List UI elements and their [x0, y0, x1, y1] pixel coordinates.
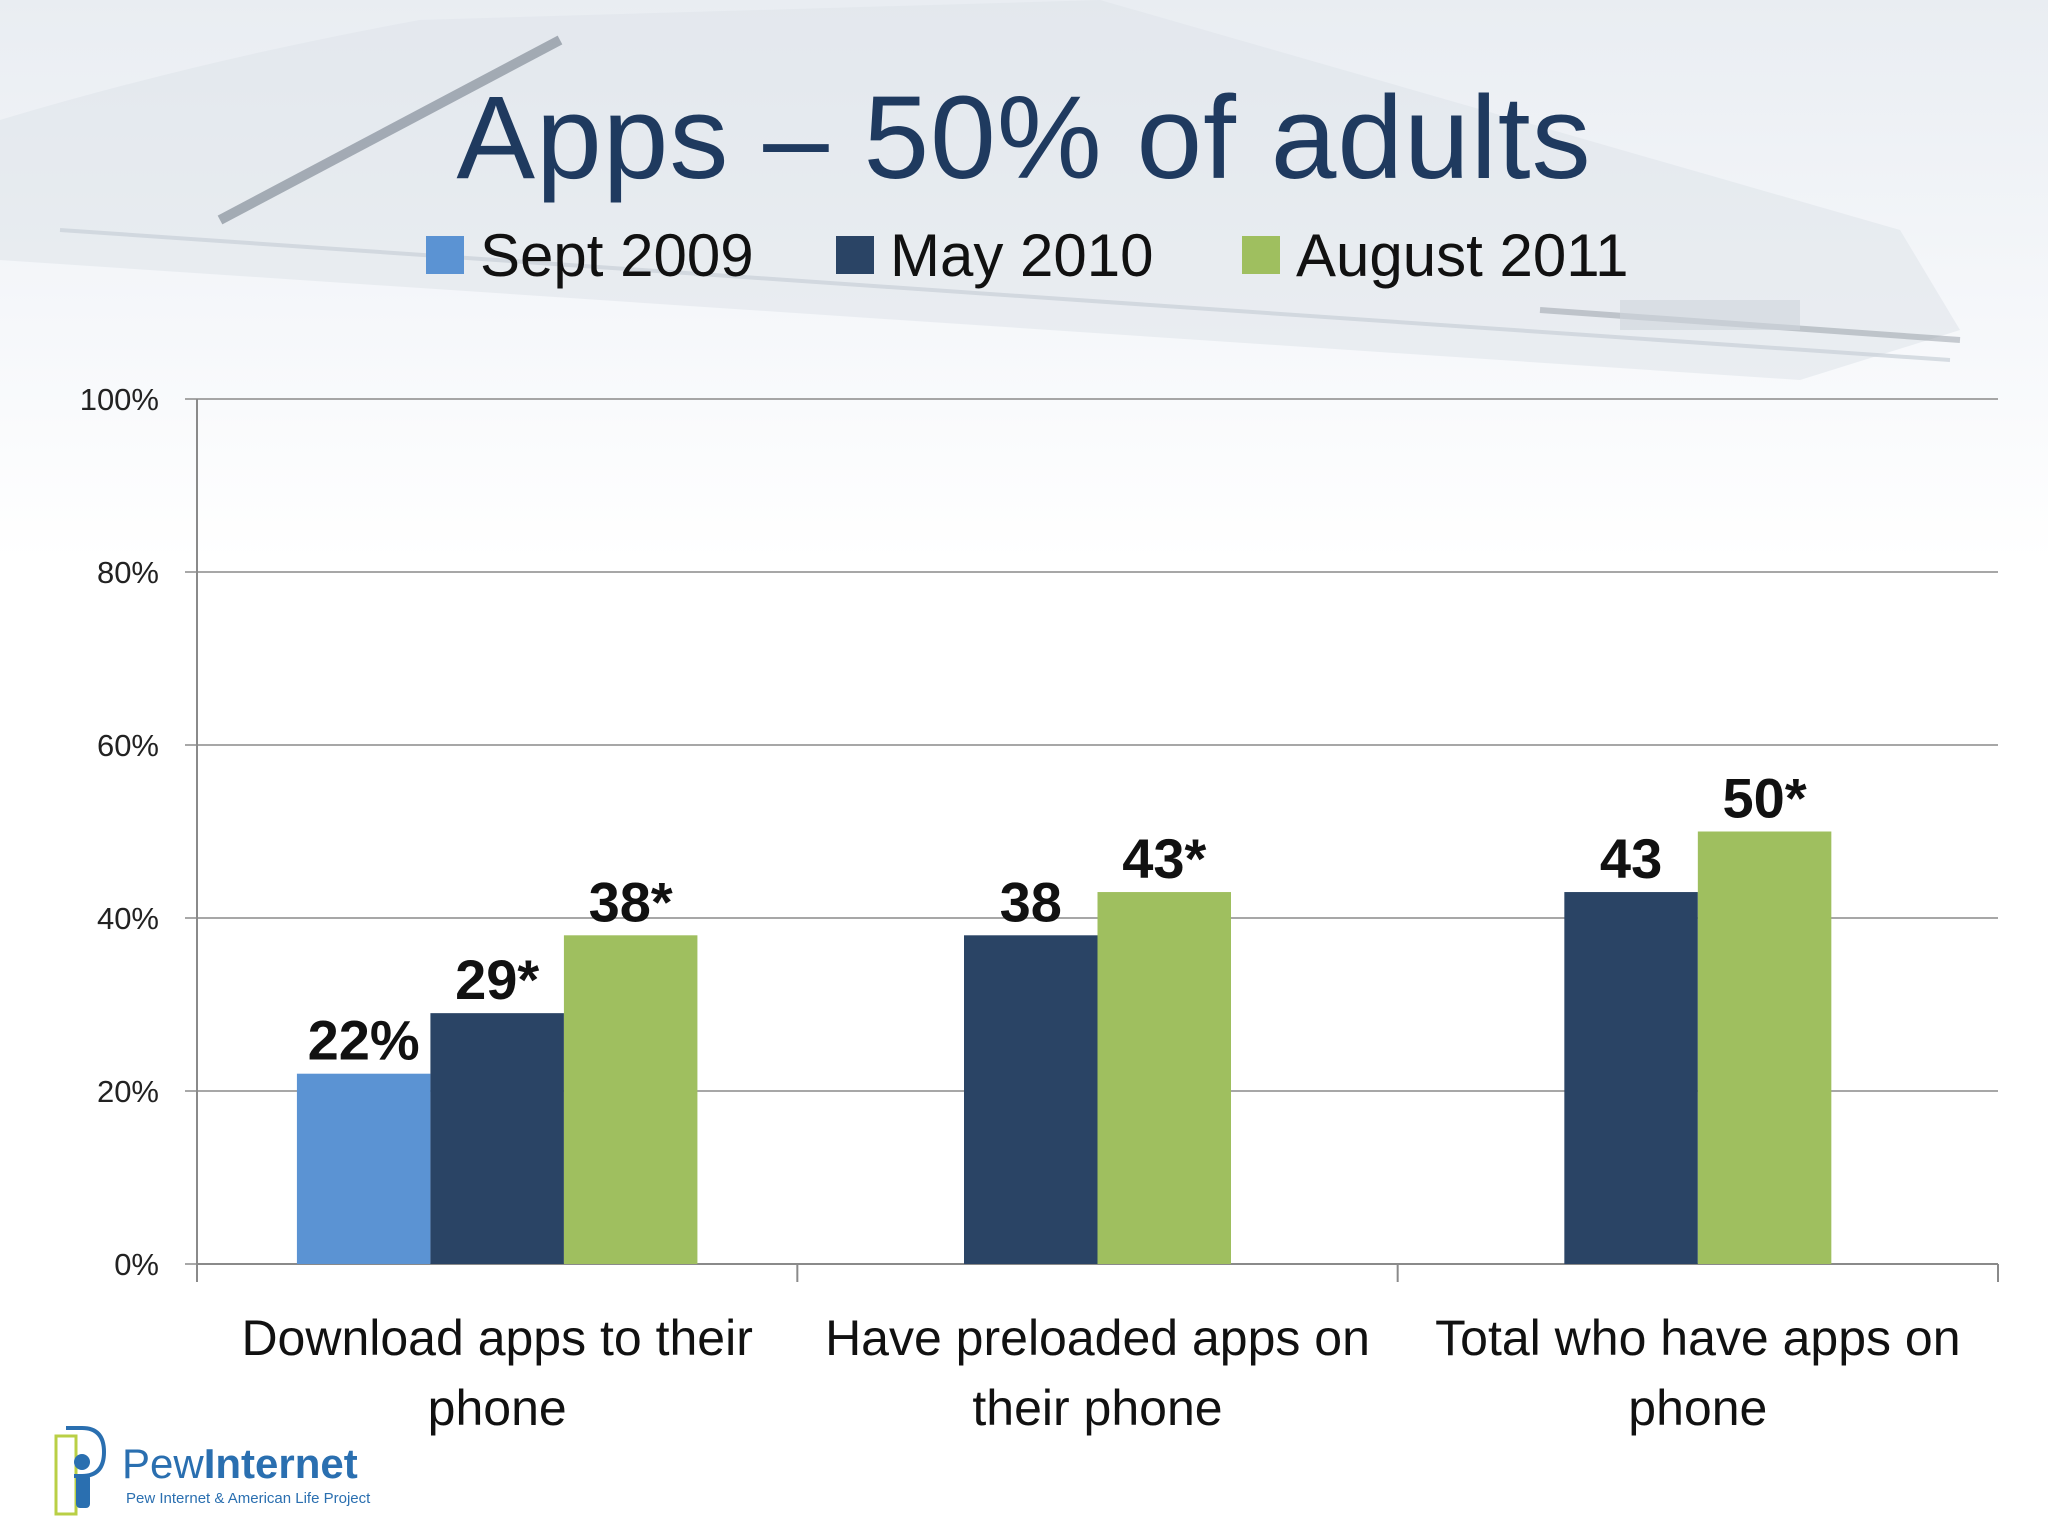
data-label: 43* — [1122, 827, 1206, 890]
slide-title: Apps – 50% of adults — [456, 72, 1592, 204]
bar — [430, 1013, 564, 1264]
data-label: 43 — [1600, 827, 1662, 890]
y-tick-label: 100% — [80, 382, 159, 417]
bar — [296, 1073, 431, 1264]
legend-item-sept-2009: Sept 2009 — [426, 220, 754, 290]
legend-swatch-sept-2009 — [426, 236, 464, 274]
y-tick-label: 60% — [97, 728, 159, 763]
logo-subtitle: Pew Internet & American Life Project — [126, 1490, 371, 1507]
y-tick-label: 20% — [97, 1074, 159, 1109]
y-tick-label: 40% — [97, 901, 159, 936]
x-category-label: Total who have apps on — [1435, 1310, 1960, 1366]
chart-legend: Sept 2009 May 2010 August 2011 — [0, 220, 2048, 290]
bar — [563, 935, 698, 1264]
logo-name: PewInternet — [122, 1440, 358, 1488]
background-device-image — [0, 0, 1961, 380]
data-label: 50* — [1723, 767, 1807, 830]
slide-background — [0, 0, 2048, 560]
legend-item-august-2011: August 2011 — [1242, 220, 1629, 290]
data-label: 22% — [308, 1009, 420, 1072]
legend-label-sept-2009: Sept 2009 — [480, 221, 754, 289]
x-category-label: Have preloaded apps on — [825, 1310, 1370, 1366]
bar — [1697, 831, 1832, 1264]
x-category-label: Download apps to their — [241, 1310, 752, 1366]
legend-label-august-2011: August 2011 — [1296, 221, 1629, 289]
logo-name-part1: Pew — [122, 1440, 204, 1487]
y-tick-label: 0% — [114, 1247, 159, 1282]
logo-name-part2: Internet — [203, 1440, 358, 1487]
data-label: 29* — [455, 948, 539, 1011]
bar — [1097, 892, 1231, 1264]
data-label: 38* — [589, 870, 673, 933]
legend-item-may-2010: May 2010 — [836, 220, 1154, 290]
pew-internet-logo: PewInternet Pew Internet & American Life… — [52, 1418, 392, 1518]
legend-swatch-may-2010 — [836, 236, 874, 274]
pew-logo-icon — [54, 1426, 107, 1516]
legend-label-may-2010: May 2010 — [890, 221, 1154, 289]
bar — [1564, 892, 1698, 1264]
x-category-label: phone — [1628, 1380, 1767, 1436]
x-category-label: their phone — [972, 1380, 1222, 1436]
data-label: 38 — [1000, 870, 1062, 933]
legend-swatch-august-2011 — [1242, 236, 1280, 274]
bar — [964, 935, 1098, 1264]
y-tick-label: 80% — [97, 555, 159, 590]
x-category-label: phone — [428, 1380, 567, 1436]
